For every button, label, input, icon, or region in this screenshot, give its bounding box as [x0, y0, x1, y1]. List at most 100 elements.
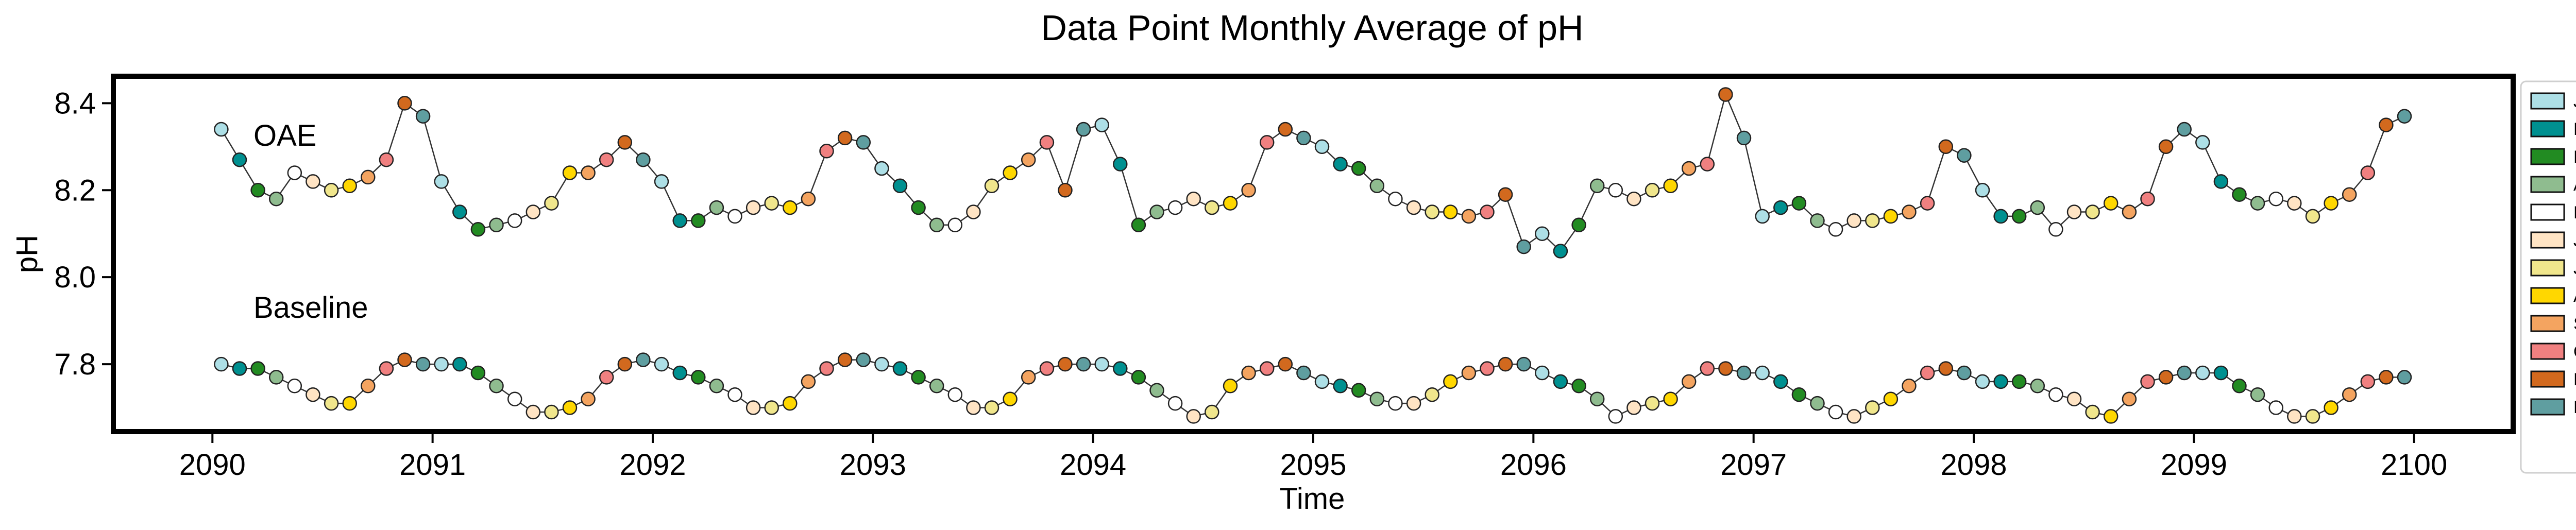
- legend-label: Mar: [2573, 147, 2576, 167]
- data-point: [2122, 391, 2137, 406]
- data-point: [581, 165, 596, 180]
- data-point: [1902, 379, 1917, 394]
- data-point: [415, 356, 431, 372]
- data-point: [1608, 409, 1623, 424]
- data-point: [562, 165, 578, 180]
- y-tick-label: 7.8: [54, 348, 96, 381]
- data-point: [1113, 361, 1128, 376]
- data-point: [250, 183, 265, 198]
- data-point: [1516, 356, 1531, 372]
- legend-label: Aug: [2573, 286, 2576, 306]
- data-point: [306, 387, 320, 402]
- data-point: [2213, 365, 2229, 381]
- data-point: [1626, 400, 1641, 415]
- data-point: [1883, 391, 1899, 406]
- data-point: [1186, 191, 1201, 207]
- data-point: [1314, 374, 1330, 389]
- data-point: [1920, 365, 1935, 381]
- data-point: [2103, 196, 2119, 211]
- legend-label: Apr: [2573, 175, 2576, 195]
- data-point: [764, 400, 779, 415]
- data-point: [1241, 183, 1256, 198]
- data-point: [856, 352, 871, 367]
- data-point: [599, 370, 614, 385]
- x-tick-label: 2096: [1500, 448, 1567, 482]
- data-point: [966, 204, 981, 219]
- data-point: [1461, 365, 1477, 381]
- data-point: [1205, 404, 1219, 420]
- data-point: [232, 152, 247, 167]
- data-point: [1021, 152, 1036, 167]
- chart-title: Data Point Monthly Average of pH: [1041, 8, 1583, 48]
- data-point: [1681, 374, 1697, 389]
- data-point: [1553, 374, 1568, 389]
- data-point: [1461, 209, 1477, 224]
- y-tick-label: 8.0: [54, 261, 96, 294]
- data-point: [2379, 117, 2394, 132]
- legend-swatch: [2530, 203, 2565, 221]
- data-point: [2342, 387, 2357, 402]
- data-point: [2140, 374, 2155, 389]
- data-point: [2397, 370, 2412, 385]
- data-point: [1223, 196, 1238, 211]
- data-point: [1883, 209, 1899, 224]
- plot-frame: [111, 74, 2516, 434]
- data-point: [287, 165, 302, 180]
- data-point: [837, 352, 853, 367]
- data-point: [2048, 222, 2063, 237]
- data-point: [1094, 356, 1109, 372]
- data-point: [2342, 187, 2357, 202]
- data-point: [1957, 148, 1972, 163]
- data-point: [2158, 139, 2174, 155]
- data-point: [2011, 209, 2027, 224]
- data-point: [2048, 387, 2063, 402]
- data-point: [727, 387, 742, 402]
- data-point: [709, 379, 724, 394]
- data-point: [1388, 191, 1403, 207]
- data-point: [250, 361, 265, 376]
- legend-label: Nov: [2573, 370, 2576, 389]
- legend-label: Sept: [2573, 314, 2576, 334]
- x-tick-label: 2097: [1720, 448, 1787, 482]
- data-point: [2213, 174, 2229, 189]
- data-point: [2195, 135, 2210, 150]
- data-point: [2177, 122, 2192, 137]
- data-point: [2324, 400, 2338, 415]
- data-point: [984, 400, 999, 415]
- data-point: [1480, 361, 1495, 376]
- data-point: [1865, 400, 1880, 415]
- legend-swatch: [2530, 315, 2565, 332]
- data-point: [2011, 374, 2027, 389]
- data-point: [1810, 213, 1825, 228]
- data-point: [1131, 217, 1146, 233]
- data-point: [1846, 409, 1861, 424]
- series-baseline: [214, 352, 2412, 424]
- y-tick-label: 8.2: [54, 174, 96, 207]
- data-point: [636, 152, 651, 167]
- data-point: [1791, 196, 1807, 211]
- data-point: [1663, 178, 1678, 194]
- data-point: [2177, 365, 2192, 381]
- data-point: [1094, 117, 1109, 132]
- data-point: [617, 135, 633, 150]
- data-point: [2232, 379, 2247, 394]
- data-point: [562, 400, 578, 415]
- data-point: [745, 200, 761, 215]
- data-point: [1369, 391, 1385, 406]
- x-tick-label: 2092: [619, 448, 686, 482]
- data-point: [1113, 157, 1128, 172]
- legend-label: Jan: [2573, 92, 2576, 111]
- data-point: [874, 356, 889, 372]
- data-point: [415, 109, 431, 124]
- data-point: [1828, 222, 1843, 237]
- data-point: [544, 196, 559, 211]
- data-point: [2140, 191, 2155, 207]
- data-point: [1700, 157, 1715, 172]
- annotation-oae: OAE: [253, 119, 317, 152]
- data-point: [947, 387, 963, 402]
- data-point: [1058, 183, 1073, 198]
- data-point: [2122, 204, 2137, 219]
- data-point: [1259, 361, 1275, 376]
- data-point: [2085, 404, 2100, 420]
- data-point: [1608, 183, 1623, 198]
